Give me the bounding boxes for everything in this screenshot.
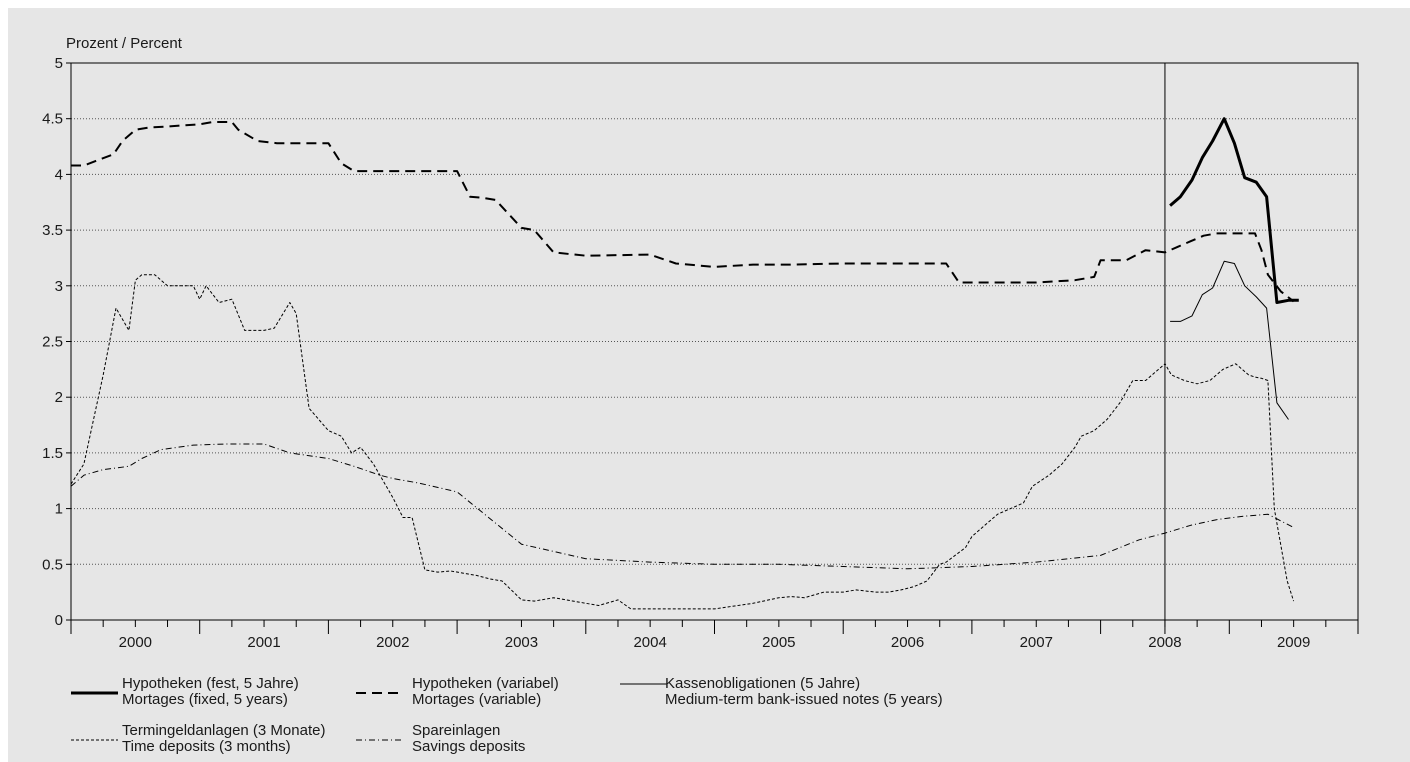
- legend-label-de-2: Hypotheken (variabel): [412, 675, 559, 692]
- series-line-2: [71, 121, 1295, 303]
- x-tick-label: 2007: [1020, 634, 1053, 651]
- legend-label-en-5: Savings deposits: [412, 738, 525, 755]
- legend: Hypotheken (fest, 5 Jahre)Mortages (fixe…: [71, 675, 943, 755]
- legend-label-en-2: Mortages (variable): [412, 691, 541, 708]
- tick-labels: 0 0.5 1 1.5 2 2.5 3 3.5 4 4.5 5 2000 2001 2002 2003 200…: [42, 55, 1310, 651]
- legend-label-en-3: Medium-term bank-issued notes (5 years): [665, 691, 943, 708]
- y-tick-label: 2.5: [42, 334, 63, 351]
- x-tick-label: 2001: [247, 634, 280, 651]
- y-tick-label: 1.5: [42, 445, 63, 462]
- y-tick-label: 3.5: [42, 222, 63, 239]
- legend-label-de-4: Termingeldanlagen (3 Monate): [122, 722, 325, 739]
- y-tick-label: 3: [55, 278, 63, 295]
- x-tick-label: 2006: [891, 634, 924, 651]
- y-tick-label: 0.5: [42, 556, 63, 573]
- series-line-5: [70, 443, 1294, 570]
- series-line-4: [70, 274, 1295, 610]
- rates-line-chart: Prozent / Percent 0 0.5 1 1.5 2 2.5 3 3.5 4 4.5 5 2…: [42, 35, 1359, 755]
- x-tick-label: 2008: [1148, 634, 1181, 651]
- y-tick-label: 4: [55, 166, 63, 183]
- legend-label-de-1: Hypotheken (fest, 5 Jahre): [122, 675, 299, 692]
- legend-label-en-4: Time deposits (3 months): [122, 738, 291, 755]
- chart-panel: Prozent / Percent 0 0.5 1 1.5 2 2.5 3 3.5 4 4.5 5 2…: [8, 8, 1410, 762]
- x-tick-label: 2009: [1277, 634, 1310, 651]
- y-tick-label: 5: [55, 55, 63, 72]
- y-tick-label: 1: [55, 501, 63, 518]
- y-tick-label: 4.5: [42, 111, 63, 128]
- y-tick-label: 0: [55, 612, 63, 629]
- legend-label-de-5: Spareinlagen: [412, 722, 500, 739]
- axes: [66, 62, 1359, 634]
- x-tick-label: 2002: [376, 634, 409, 651]
- y-tick-label: 2: [55, 389, 63, 406]
- x-tick-label: 2004: [633, 634, 666, 651]
- legend-label-en-1: Mortages (fixed, 5 years): [122, 691, 288, 708]
- legend-label-de-3: Kassenobligationen (5 Jahre): [665, 675, 860, 692]
- series-line-1: [1169, 117, 1299, 304]
- series-lines: [70, 117, 1299, 610]
- x-tick-label: 2003: [505, 634, 538, 651]
- y-axis-unit-label: Prozent / Percent: [66, 35, 183, 52]
- series-line-3: [1170, 260, 1289, 420]
- x-tick-label: 2000: [119, 634, 152, 651]
- x-tick-label: 2005: [762, 634, 795, 651]
